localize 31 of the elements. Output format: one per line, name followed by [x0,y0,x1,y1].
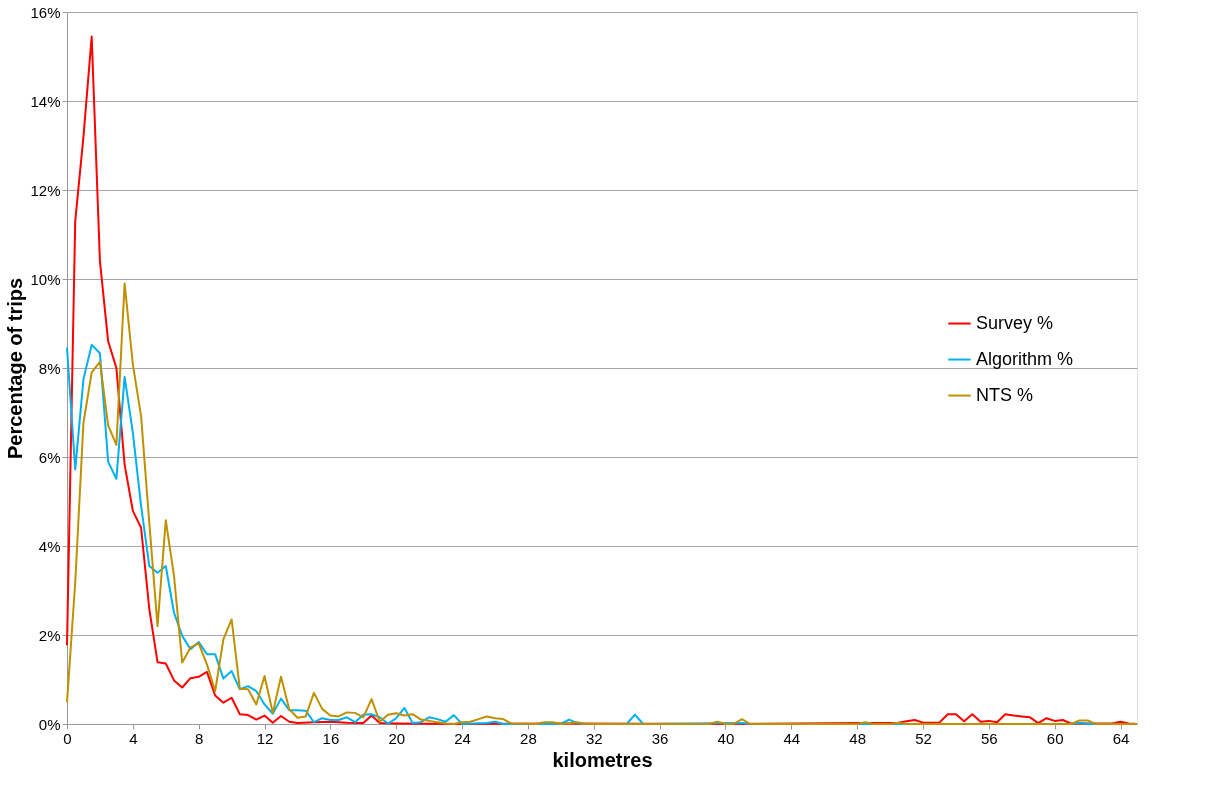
x-tick-label: 64 [1112,729,1130,747]
x-tick-label: 56 [981,729,998,747]
x-tick-label: 24 [454,729,471,747]
y-tick-label: 8% [38,359,61,377]
y-tick-label: 6% [38,448,61,466]
x-tick-label: 36 [651,729,669,747]
x-tick-label: 12 [256,729,274,747]
x-tick-label: 48 [849,729,866,747]
x-tick-label: 60 [1046,729,1064,747]
legend-label: Algorithm % [976,348,1074,369]
x-tick-label: 32 [585,729,603,747]
x-tick-label: 16 [322,729,340,747]
x-tick-label: 44 [783,729,801,747]
y-tick-label: 16% [30,3,61,21]
y-tick-label: 2% [38,626,61,644]
x-tick-label: 52 [915,729,932,747]
legend-label: NTS % [976,384,1034,405]
x-tick-label: 0 [63,729,72,747]
y-tick-label: 4% [38,537,61,555]
y-tick-label: 0% [38,715,61,733]
legend-label: Survey % [976,312,1054,333]
y-tick-label: 10% [30,270,61,288]
x-tick-label: 8 [195,729,204,747]
x-tick-label: 4 [129,729,138,747]
y-axis-title: Percentage of trips [4,277,27,460]
y-tick-label: 12% [30,181,61,199]
x-tick-label: 20 [388,729,406,747]
x-tick-label: 28 [520,729,537,747]
y-tick-label: 14% [30,92,61,110]
x-axis-title: kilometres [552,748,653,771]
x-tick-label: 40 [717,729,735,747]
